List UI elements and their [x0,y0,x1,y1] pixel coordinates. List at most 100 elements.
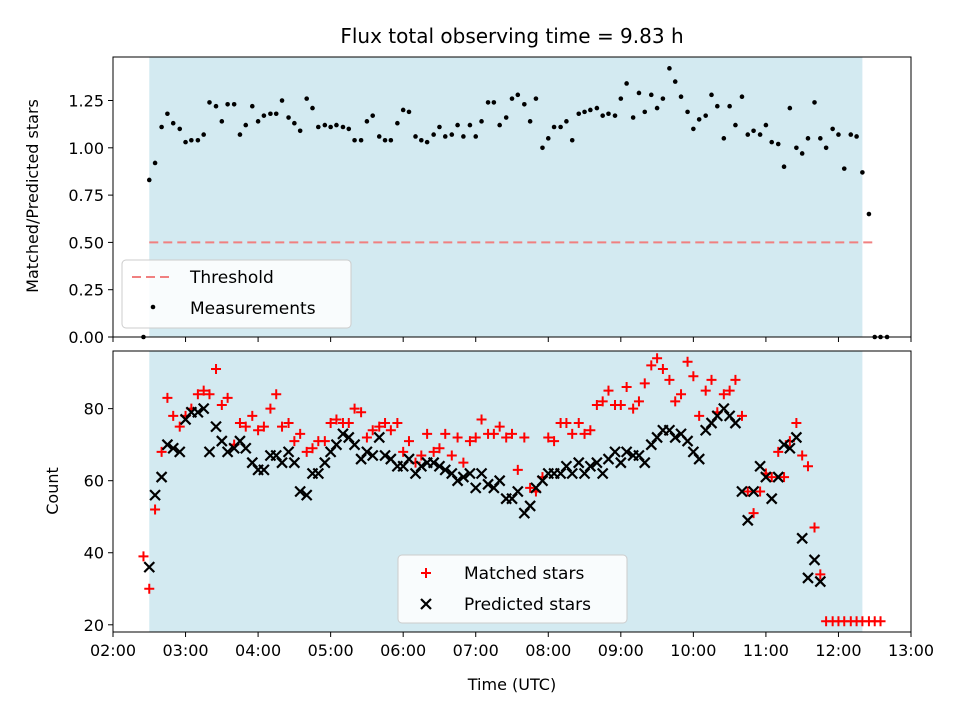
legend-threshold-label: Threshold [189,268,274,288]
matched-star-point [718,389,729,400]
measurement-point [830,126,835,132]
matched-star-point [343,418,354,429]
predicted-star-point [427,456,440,469]
matched-star-point [283,418,294,429]
predicted-star-point [760,471,772,483]
predicted-star-point [808,554,821,566]
matched-star-point [385,425,396,436]
matched-star-point [700,385,711,396]
measurement-point [745,132,751,137]
top-y-axis-label: Matched/Predicted stars [23,99,42,293]
measurement-point [854,134,859,139]
measurement-point [667,66,672,71]
matched-star-point [253,425,264,436]
x-axis-label: Time (UTC) [467,675,556,694]
measurement-point [660,96,666,101]
matched-star-point [519,432,530,443]
measurement-point [437,124,442,130]
matched-star-point [567,428,578,439]
measurement-point [316,124,321,130]
y-tick-label: 1.25 [68,92,104,111]
predicted-star-point [615,456,627,469]
ratio-panel: 0.00 0.25 0.50 0.75 1.00 1.25 Threshold Measure… [68,56,912,347]
predicted-star-point [451,474,464,487]
measurement-point [146,177,152,183]
matched-star-point [773,446,784,457]
x-tick-label: 11:00 [743,641,789,660]
measurement-point [509,96,515,101]
measurement-point [588,107,593,113]
predicted-star-point [288,456,301,469]
matched-star-point [682,356,693,367]
measurement-point [358,137,364,143]
predicted-star-point [741,514,754,527]
predicted-star-point [493,474,506,487]
legend-bottom: Matched stars Predicted stars [397,554,628,624]
measurement-point [733,122,738,128]
measurement-point [431,132,436,137]
y-tick-label: 40 [84,544,104,563]
measurement-point [751,128,756,134]
matched-star-point [742,486,753,497]
measurement-point [540,145,545,151]
matched-star-point [361,432,372,443]
measurement-point [352,137,357,143]
x-tick-label: 07:00 [453,641,499,660]
measurement-point [866,211,872,217]
measurement-point [721,136,727,141]
predicted-star-point [482,478,494,491]
legend-top: Threshold Measurements [121,259,352,329]
y-tick-label: 0.50 [68,233,104,252]
y-tick-label: 0.25 [68,281,104,300]
measurement-point [582,109,587,115]
x-tick-label: 03:00 [162,641,208,660]
matched-star-point [422,428,433,439]
measurement-point [455,122,460,128]
predicted-star-point [221,446,234,458]
predicted-star-point [754,460,766,473]
measurement-point [527,119,533,124]
measurement-point [727,103,732,109]
matched-star-point [809,522,820,533]
measurement-point [624,81,629,86]
measurement-point [715,103,720,109]
measurement-point [612,113,618,118]
measurement-point [419,137,424,143]
measurement-point [642,109,648,115]
predicted-star-point [373,431,386,444]
predicted-star-point [361,446,373,458]
matched-star-point [307,443,318,454]
predicted-star-point [312,467,325,480]
measurement-point [279,98,285,103]
matched-star-point [621,382,632,393]
matched-star-point [802,461,813,472]
measurement-point [794,145,799,151]
measurement-point [310,105,315,111]
measurement-point [177,126,183,132]
predicted-star-point [681,435,694,447]
matched-star-point [440,428,451,439]
measurement-point [388,137,394,143]
axes-frame [112,56,912,338]
matched-star-point [694,410,705,421]
matched-star-point [791,418,802,429]
y-tick-label: 60 [84,472,104,491]
measurement-point [709,92,714,98]
predicted-star-point [319,456,331,469]
matched-star-point [815,569,826,580]
y-tick-label: 80 [84,400,104,419]
matched-star-point [652,353,663,364]
count-panel: 02:00 03:00 04:00 05:00 06:00 07:00 08:00 09:00… [84,350,934,660]
legend-predicted-swatch [420,598,432,610]
measurement-point [406,109,412,115]
predicted-star-point [747,485,760,498]
predicted-star-point [784,442,796,455]
measurement-point [606,111,611,117]
legend-measurements-swatch [150,304,156,310]
matched-star-point [633,396,644,407]
matched-star-point [476,414,487,425]
matched-star-point [736,410,747,421]
matched-star-point [168,410,179,421]
measurement-point [237,132,243,137]
matched-star-point [664,374,675,385]
